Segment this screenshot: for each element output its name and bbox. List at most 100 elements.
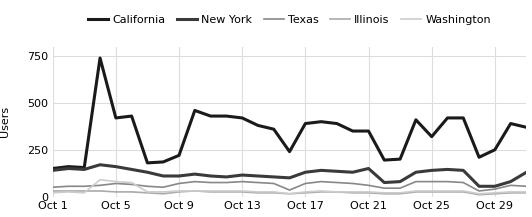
Washington bbox=[97, 178, 103, 181]
Washington bbox=[523, 191, 530, 193]
California bbox=[381, 159, 387, 161]
Legend: California, New York, Texas, Illinois, Washington: California, New York, Texas, Illinois, W… bbox=[84, 10, 495, 29]
Washington bbox=[460, 190, 467, 192]
Illinois bbox=[128, 191, 135, 193]
Washington bbox=[144, 191, 151, 193]
New York bbox=[508, 180, 514, 183]
New York bbox=[523, 171, 530, 174]
Texas bbox=[160, 186, 167, 189]
Texas bbox=[381, 187, 387, 189]
Illinois bbox=[192, 190, 198, 192]
New York bbox=[97, 163, 103, 166]
New York bbox=[350, 171, 356, 174]
Texas bbox=[113, 182, 119, 185]
Texas bbox=[523, 185, 530, 187]
New York bbox=[381, 181, 387, 184]
California bbox=[365, 130, 372, 132]
New York bbox=[476, 185, 483, 187]
California bbox=[492, 148, 498, 151]
Illinois bbox=[523, 192, 530, 194]
California bbox=[508, 122, 514, 125]
Texas bbox=[444, 180, 451, 183]
New York bbox=[113, 165, 119, 168]
Illinois bbox=[97, 190, 103, 192]
Washington bbox=[49, 192, 56, 194]
New York bbox=[286, 177, 293, 179]
New York bbox=[81, 168, 87, 171]
Texas bbox=[271, 182, 277, 185]
Washington bbox=[286, 192, 293, 195]
Illinois bbox=[318, 191, 325, 193]
Texas bbox=[428, 180, 435, 183]
California bbox=[523, 126, 530, 129]
Washington bbox=[128, 181, 135, 184]
New York bbox=[192, 173, 198, 175]
Illinois bbox=[160, 192, 167, 195]
New York bbox=[144, 171, 151, 174]
California bbox=[239, 117, 245, 119]
Illinois bbox=[81, 190, 87, 192]
New York bbox=[176, 175, 182, 177]
Texas bbox=[460, 181, 467, 184]
Washington bbox=[334, 191, 340, 193]
California bbox=[286, 150, 293, 153]
Texas bbox=[239, 180, 245, 183]
Texas bbox=[476, 190, 483, 192]
Texas bbox=[397, 187, 403, 189]
Texas bbox=[508, 184, 514, 187]
California bbox=[144, 162, 151, 164]
Washington bbox=[65, 191, 72, 193]
Illinois bbox=[381, 192, 387, 195]
California bbox=[302, 122, 309, 125]
California bbox=[49, 167, 56, 170]
Washington bbox=[492, 192, 498, 194]
Line: Washington: Washington bbox=[53, 180, 527, 194]
Illinois bbox=[286, 192, 293, 195]
Illinois bbox=[223, 191, 230, 193]
California bbox=[413, 118, 419, 121]
Washington bbox=[271, 191, 277, 193]
California bbox=[113, 117, 119, 119]
Washington bbox=[318, 190, 325, 192]
Texas bbox=[492, 188, 498, 190]
California bbox=[350, 130, 356, 132]
New York bbox=[492, 185, 498, 187]
Illinois bbox=[113, 191, 119, 193]
California bbox=[65, 165, 72, 168]
Y-axis label: Users: Users bbox=[0, 106, 10, 137]
Illinois bbox=[65, 190, 72, 192]
Washington bbox=[508, 191, 514, 193]
New York bbox=[160, 175, 167, 177]
Illinois bbox=[413, 191, 419, 193]
California bbox=[255, 124, 261, 127]
New York bbox=[65, 167, 72, 170]
Illinois bbox=[428, 191, 435, 193]
Illinois bbox=[144, 192, 151, 194]
Illinois bbox=[508, 192, 514, 194]
California bbox=[397, 158, 403, 160]
Illinois bbox=[492, 192, 498, 195]
Washington bbox=[160, 191, 167, 193]
Texas bbox=[302, 182, 309, 185]
Texas bbox=[334, 181, 340, 184]
California bbox=[128, 115, 135, 117]
Texas bbox=[128, 183, 135, 186]
Illinois bbox=[334, 191, 340, 193]
Texas bbox=[413, 180, 419, 183]
Texas bbox=[350, 182, 356, 185]
California bbox=[97, 57, 103, 59]
California bbox=[476, 156, 483, 159]
Illinois bbox=[207, 191, 214, 193]
Line: Illinois: Illinois bbox=[53, 191, 527, 195]
Illinois bbox=[176, 191, 182, 193]
New York bbox=[444, 168, 451, 171]
Texas bbox=[49, 186, 56, 189]
California bbox=[334, 122, 340, 125]
California bbox=[444, 117, 451, 119]
California bbox=[192, 109, 198, 112]
Line: Texas: Texas bbox=[53, 182, 527, 191]
Illinois bbox=[460, 191, 467, 193]
Washington bbox=[81, 192, 87, 194]
California bbox=[176, 154, 182, 157]
Washington bbox=[176, 190, 182, 192]
